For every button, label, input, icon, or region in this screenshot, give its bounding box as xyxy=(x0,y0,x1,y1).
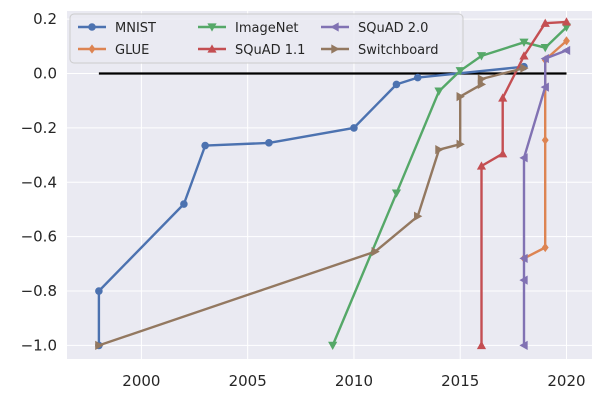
legend-label: GLUE xyxy=(115,43,149,58)
legend-item: GLUE xyxy=(78,43,149,58)
data-point xyxy=(207,23,217,32)
data-point xyxy=(476,52,487,61)
data-point xyxy=(201,141,209,150)
y-tick-label: −0.4 xyxy=(21,173,57,191)
data-point xyxy=(413,73,422,82)
y-tick-label: 0.0 xyxy=(33,65,57,83)
data-point xyxy=(414,211,423,221)
data-point xyxy=(540,44,550,53)
data-point xyxy=(265,139,273,147)
legend-item: MNIST xyxy=(78,21,156,36)
legend-label: SQuAD 2.0 xyxy=(358,21,428,36)
series-switchboard xyxy=(95,63,529,351)
data-point xyxy=(328,341,338,351)
data-point xyxy=(540,82,549,92)
y-tick-label: −0.2 xyxy=(21,119,57,137)
data-point xyxy=(350,124,358,132)
series-squad-2-0 xyxy=(519,45,571,351)
data-point xyxy=(455,67,465,76)
data-point xyxy=(180,200,188,208)
y-tick-label: 0.2 xyxy=(33,10,57,28)
data-point xyxy=(456,139,465,149)
data-point xyxy=(435,145,444,155)
data-point xyxy=(95,287,103,295)
legend: MNIST GLUE ImageNet SQuAD 1.1 SQuAD 2.0 Switc… xyxy=(69,13,464,64)
data-point xyxy=(88,23,96,31)
data-point xyxy=(434,87,444,96)
data-point xyxy=(519,253,528,264)
data-point xyxy=(540,53,549,64)
data-point xyxy=(563,36,570,46)
data-point xyxy=(477,74,487,84)
data-point xyxy=(392,80,401,89)
data-point xyxy=(476,161,487,170)
x-tick-label: 2000 xyxy=(122,372,160,390)
series-line xyxy=(331,26,568,346)
data-point xyxy=(207,44,217,53)
data-point xyxy=(561,17,572,26)
x-tick-label: 2005 xyxy=(229,372,267,390)
series-imagenet xyxy=(328,23,572,351)
data-point xyxy=(331,44,340,54)
y-tick-label: −1.0 xyxy=(21,336,57,354)
data-point xyxy=(498,93,508,102)
legend-item: ImageNet xyxy=(198,21,299,36)
y-tick-label: −0.8 xyxy=(21,282,57,300)
y-tick-label: −0.6 xyxy=(21,228,57,246)
data-point xyxy=(456,92,465,102)
data-point xyxy=(476,340,487,350)
data-point xyxy=(540,18,550,27)
legend-label: ImageNet xyxy=(235,21,299,36)
data-point xyxy=(330,22,339,32)
x-tick-label: 2010 xyxy=(335,372,373,390)
series-group xyxy=(95,17,572,351)
data-point xyxy=(541,135,549,145)
data-point xyxy=(88,44,96,54)
data-point xyxy=(520,63,529,73)
x-tick-label: 2015 xyxy=(441,372,479,390)
legend-item: Switchboard xyxy=(321,43,439,58)
data-point xyxy=(519,340,528,351)
data-point xyxy=(519,38,529,47)
x-axis-ticks: 2000 2005 2010 2015 2020 xyxy=(122,372,585,390)
legend-label: Switchboard xyxy=(358,43,439,58)
data-point xyxy=(561,45,571,56)
data-point xyxy=(519,153,528,163)
legend-label: SQuAD 1.1 xyxy=(235,43,305,58)
data-point xyxy=(519,275,528,285)
data-point xyxy=(498,149,508,158)
y-axis-ticks: −1.0 −0.8 −0.6 −0.4 −0.2 0.0 0.2 xyxy=(21,10,57,354)
legend-label: MNIST xyxy=(115,21,156,36)
data-point xyxy=(561,23,572,32)
data-point xyxy=(519,51,529,60)
legend-item: SQuAD 2.0 xyxy=(321,21,428,36)
data-point xyxy=(95,340,104,351)
data-point xyxy=(371,247,380,257)
data-point xyxy=(541,242,549,253)
series-squad-1-1 xyxy=(476,17,572,350)
x-tick-label: 2020 xyxy=(547,372,585,390)
legend-frame xyxy=(69,13,464,64)
legend-item: SQuAD 1.1 xyxy=(198,43,305,58)
data-point xyxy=(391,189,402,198)
